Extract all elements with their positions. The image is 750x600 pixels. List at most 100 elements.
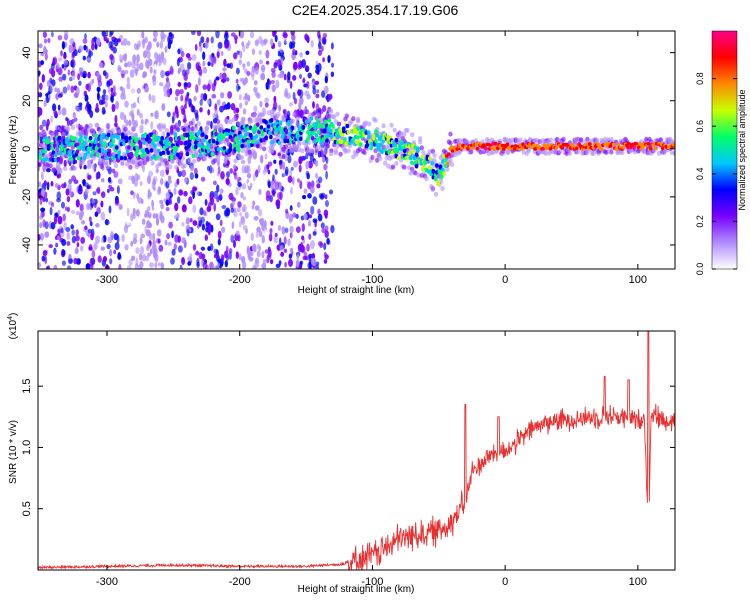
spectrogram-halo <box>191 158 197 164</box>
spectrogram-speckle <box>240 192 244 199</box>
spectrogram-speckle <box>289 247 293 253</box>
spectrogram-ridge <box>475 147 480 151</box>
spectrogram-speckle <box>187 62 192 70</box>
spectrogram-ridge <box>86 150 90 155</box>
spectrogram-speckle <box>298 89 304 99</box>
spectrogram-speckle <box>58 76 63 82</box>
spectrogram-speckle <box>145 229 151 237</box>
colorbar-tick-label: 0.0 <box>695 263 705 276</box>
spectrogram-speckle <box>100 178 105 183</box>
spectrogram-speckle <box>95 172 99 180</box>
spectrogram-speckle <box>301 235 305 241</box>
spectrogram-speckle <box>102 89 107 95</box>
spectrogram-speckle <box>100 200 104 208</box>
spectrogram-ridge <box>187 142 192 147</box>
spectrogram-speckle <box>161 103 166 112</box>
spectrogram-speckle <box>91 37 95 47</box>
spectrogram-halo <box>575 149 581 155</box>
spectrogram-speckle <box>162 34 167 39</box>
spectrogram-speckle <box>160 202 164 210</box>
spectrogram-speckle <box>315 261 320 266</box>
spectrogram-halo <box>56 167 61 173</box>
snr-frame <box>37 330 676 571</box>
spectrogram-speckle <box>71 229 75 236</box>
spectrogram-speckle <box>106 165 110 170</box>
spectrogram-speckle <box>77 73 81 81</box>
spectrogram-speckle <box>153 253 157 259</box>
spectrogram-speckle <box>210 36 214 44</box>
spectrogram-speckle <box>289 225 294 234</box>
spectrogram-halo <box>91 164 96 170</box>
spectrogram-speckle <box>264 97 270 103</box>
spectrogram-speckle <box>175 108 179 115</box>
spectrogram-speckle <box>60 50 63 57</box>
spectrogram-ridge <box>374 139 378 144</box>
spectrogram-speckle <box>212 56 217 64</box>
spectrogram-halo <box>413 170 418 176</box>
spectrogram-speckle <box>242 203 247 213</box>
spectrogram-ridge <box>184 140 188 146</box>
spectrogram-speckle <box>189 218 193 223</box>
spectrogram-speckle <box>52 57 56 67</box>
spectrogram-halo <box>225 155 230 161</box>
spectrogram-ridge <box>254 134 259 139</box>
spectrogram-speckle <box>237 201 242 208</box>
spectrogram-speckle <box>45 197 49 203</box>
spectrogram-speckle <box>207 61 211 67</box>
spectrogram-speckle <box>124 62 128 68</box>
spectrogram-speckle <box>185 95 189 101</box>
spectrogram-speckle <box>288 258 293 267</box>
spectrogram-speckle <box>307 181 312 190</box>
spectrogram-halo <box>190 126 195 132</box>
spectrogram-halo <box>402 164 407 170</box>
spectrogram-speckle <box>310 186 315 194</box>
spectrogram-speckle <box>164 239 168 246</box>
spectrogram-ridge <box>70 141 75 147</box>
spectrogram-halo <box>276 135 281 141</box>
spectrogram-speckle <box>312 196 318 205</box>
spectrogram-speckle <box>140 233 146 239</box>
spectrogram-ridge <box>251 139 255 144</box>
spectrogram-ridge <box>198 153 203 158</box>
spectrogram-ridge <box>484 146 488 151</box>
spectrogram-speckle <box>126 76 130 84</box>
spectrogram-speckle <box>146 44 152 50</box>
spectrogram-speckle <box>268 80 272 85</box>
spectrogram-ridge <box>123 156 127 161</box>
spectrogram-halo <box>457 138 463 144</box>
spectrogram-ridge <box>627 142 631 146</box>
spectrogram-ridge <box>653 146 658 151</box>
spectrogram-speckle <box>285 208 289 214</box>
spectrogram-speckle <box>131 255 136 261</box>
spectrogram-ridge <box>45 140 50 145</box>
spectrogram-speckle <box>270 67 276 73</box>
spectrogram-ridge <box>154 156 158 161</box>
spectrogram-halo <box>419 145 424 151</box>
spectrogram-halo <box>362 150 367 156</box>
spectrogram-speckle <box>51 103 57 112</box>
spectrogram-halo <box>88 123 93 129</box>
spectrogram-speckle <box>88 50 94 57</box>
spectrogram-speckle <box>49 77 53 84</box>
spectrogram-speckle <box>56 198 61 203</box>
spectrogram-speckle <box>38 43 43 49</box>
spectrogram-speckle <box>90 232 94 241</box>
spectrogram-speckle <box>220 254 225 262</box>
spectrogram-speckle <box>95 223 100 228</box>
spectrogram-speckle <box>265 60 270 65</box>
spectrogram-ridge <box>402 148 407 154</box>
spectrogram-halo <box>367 121 372 127</box>
y-tick-label: 0 <box>21 146 33 152</box>
spectrogram-speckle <box>238 93 243 101</box>
spectrogram-halo <box>164 128 170 133</box>
spectrogram-speckle <box>97 91 100 101</box>
spectrogram-ridge <box>405 156 409 161</box>
spectrogram-ridge <box>279 126 284 132</box>
spectrogram-speckle <box>98 157 103 164</box>
spectrogram-speckle <box>216 51 220 59</box>
y-tick-label: 0.5 <box>21 501 33 516</box>
spectrogram-speckle <box>312 87 317 95</box>
spectrogram-ridge <box>129 151 133 157</box>
spectrogram-halo <box>110 128 116 134</box>
spectrogram-speckle <box>305 160 310 170</box>
